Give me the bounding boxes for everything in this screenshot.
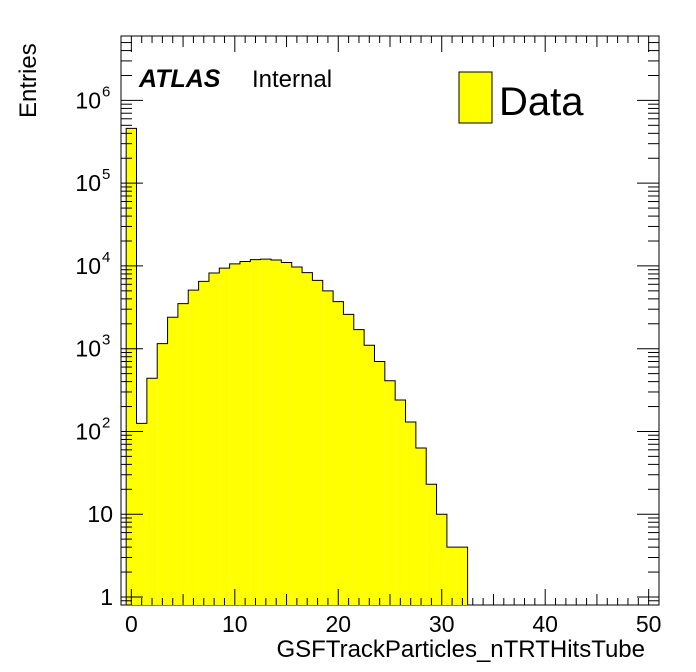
y-tick-label: 10: [75, 253, 101, 279]
y-tick-label-exponent: 2: [102, 414, 110, 431]
histogram-bar: [322, 290, 334, 605]
y-tick-label: 10: [75, 87, 101, 113]
x-axis-ticks: 0 10 20 30 40 50: [120, 36, 662, 637]
x-tick-label: 30: [429, 611, 455, 637]
histogram-bar: [353, 329, 365, 605]
y-tick-label: 10: [87, 501, 113, 527]
y-tick-label-exponent: 5: [102, 166, 110, 183]
histogram-bar: [146, 378, 158, 605]
histogram-bar: [188, 290, 199, 605]
legend-marker: [458, 71, 493, 124]
histogram-bars: [125, 127, 469, 606]
y-axis-title: Entries: [15, 43, 42, 118]
histogram-bar: [271, 259, 282, 605]
histogram-bar: [250, 259, 261, 605]
y-tick-label-exponent: 6: [102, 83, 110, 100]
histogram-bar: [208, 273, 220, 605]
y-tick-label: 10: [75, 418, 101, 444]
y-tick-label-exponent: 4: [102, 249, 110, 266]
histogram-bar: [281, 262, 292, 605]
histogram-bar: [457, 547, 468, 605]
x-axis-title: GSFTrackParticles_nTRTHitsTube: [276, 636, 645, 663]
x-tick-label: 40: [532, 611, 558, 637]
x-tick-label: 20: [325, 611, 351, 637]
y-tick-label: 10: [75, 170, 101, 196]
histogram-bar: [426, 484, 437, 605]
histogram-bar: [167, 317, 178, 605]
histogram-bar: [395, 399, 406, 605]
legend-entry-data: Data: [499, 80, 584, 124]
histogram-bar: [312, 280, 323, 605]
y-tick-label: 1: [100, 584, 113, 610]
histogram-bar: [333, 301, 344, 605]
histogram-bar: [364, 345, 375, 605]
y-tick-label: 10: [75, 336, 101, 362]
y-tick-label-exponent: 3: [102, 332, 110, 349]
x-tick-label: 10: [222, 611, 248, 637]
histogram-bar: [291, 267, 303, 605]
x-tick-label: 0: [125, 611, 138, 637]
histogram-bar: [198, 281, 209, 605]
histogram-bar: [302, 272, 313, 605]
histogram-bar: [157, 343, 168, 605]
histogram-bar: [384, 380, 396, 605]
histogram-bar: [446, 547, 458, 605]
histogram-bar: [343, 314, 354, 605]
histogram-bar: [405, 422, 416, 605]
histogram-bar: [177, 303, 189, 605]
histogram-bar: [436, 514, 447, 605]
histogram-bar: [229, 263, 240, 605]
histogram-bar: [374, 361, 385, 605]
histogram-bar: [219, 268, 230, 605]
histogram-bar: [260, 259, 272, 605]
x-tick-label: 50: [636, 611, 662, 637]
atlas-status-label: Internal: [252, 66, 332, 93]
atlas-label: ATLAS: [138, 65, 221, 93]
histogram-bar: [239, 261, 251, 605]
histogram-outline: [125, 127, 469, 605]
histogram-bar: [415, 448, 427, 605]
